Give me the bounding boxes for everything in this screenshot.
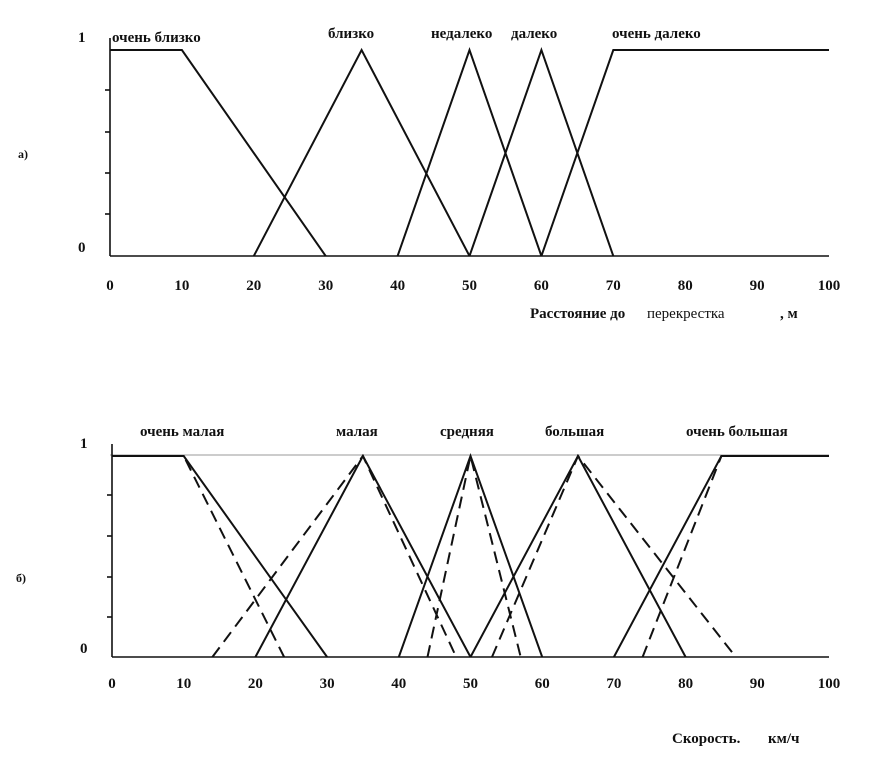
distance-x-tick-label: 10: [174, 278, 189, 294]
distance-x-tick-label: 40: [390, 278, 405, 294]
speed-x-tick-label: 20: [248, 676, 263, 692]
term-label-very-close: очень близко: [112, 30, 201, 46]
term-label-not-far: недалеко: [431, 26, 492, 42]
panel-label-a: а): [18, 147, 28, 161]
speed-series-line-1: [112, 455, 328, 658]
speed-dashed-series-line-5: [641, 455, 829, 658]
speed-series-line-5: [613, 455, 829, 658]
term-label-far: далеко: [511, 26, 557, 42]
speed-x-tick-label: 60: [535, 676, 550, 692]
speed-axes: [107, 444, 829, 658]
distance-x-tick-label: 50: [462, 278, 477, 294]
speed-x-tick-label: 50: [463, 676, 478, 692]
speed-y-tick-label: 1: [80, 436, 88, 452]
distance-x-tick-label: 80: [678, 278, 693, 294]
distance-axis-title: Расстояние до перекрестка , м: [530, 306, 798, 322]
distance-series-line-3: [396, 46, 543, 257]
distance-tick-labels: 0 10 20 30 40 50 60 70 80 90 100 0 1: [78, 30, 840, 294]
term-label-close: близко: [328, 26, 374, 42]
speed-axis-title-part1: Скорость.: [672, 731, 741, 747]
distance-chart: а) 0 10 20 30 40 50 60 70 80 90 100 0 1 очень близко…: [18, 26, 840, 322]
speed-dashed-series-line-4: [491, 454, 737, 658]
distance-axes: [105, 38, 829, 257]
distance-x-tick-label: 30: [318, 278, 333, 294]
distance-axis-title-part1: Расстояние до: [530, 306, 625, 322]
term-label-high: большая: [545, 424, 604, 440]
term-label-low: малая: [336, 424, 378, 440]
distance-y-tick-label: 0: [78, 240, 86, 256]
distance-series-line-2: [252, 47, 471, 257]
speed-x-tick-label: 90: [750, 676, 765, 692]
speed-dashed-series-line-2: [211, 454, 458, 658]
panel-label-b: б): [16, 571, 26, 585]
speed-dashed-series-line-1: [112, 455, 285, 658]
distance-series-line-1: [110, 49, 327, 257]
distance-x-tick-label: 0: [106, 278, 114, 294]
term-label-very-low: очень малая: [140, 424, 224, 440]
distance-series: [110, 46, 829, 257]
speed-x-tick-label: 0: [108, 676, 116, 692]
distance-y-tick-label: 1: [78, 30, 86, 46]
term-label-very-high: очень большая: [686, 424, 788, 440]
term-label-medium: средняя: [440, 424, 494, 440]
distance-axis-title-part2: перекрестка: [647, 306, 725, 322]
speed-tick-labels: 0 10 20 30 40 50 60 70 80 90 100 0 1: [80, 436, 840, 692]
speed-x-tick-label: 30: [320, 676, 335, 692]
distance-x-tick-label: 100: [818, 278, 841, 294]
speed-axis-title: Скорость. км/ч: [672, 731, 800, 747]
speed-x-tick-label: 100: [818, 676, 841, 692]
term-label-very-far: очень далеко: [612, 26, 701, 42]
speed-x-tick-label: 80: [678, 676, 693, 692]
distance-series-line-5: [540, 49, 829, 257]
distance-series-line-4: [468, 46, 615, 257]
speed-series: [112, 453, 829, 658]
speed-x-tick-label: 40: [391, 676, 406, 692]
distance-x-tick-label: 20: [246, 278, 261, 294]
speed-axis-title-part2: км/ч: [768, 731, 800, 747]
speed-dashed-series-line-3: [426, 455, 522, 658]
distance-x-tick-label: 70: [606, 278, 621, 294]
distance-x-tick-label: 60: [534, 278, 549, 294]
speed-series-line-3: [397, 453, 544, 658]
distance-axis-title-part3: , м: [780, 306, 798, 322]
distance-x-tick-label: 90: [750, 278, 765, 294]
speed-series-line-4: [469, 453, 687, 658]
speed-y-tick-label: 0: [80, 641, 88, 657]
speed-x-tick-label: 70: [606, 676, 621, 692]
speed-x-tick-label: 10: [176, 676, 191, 692]
